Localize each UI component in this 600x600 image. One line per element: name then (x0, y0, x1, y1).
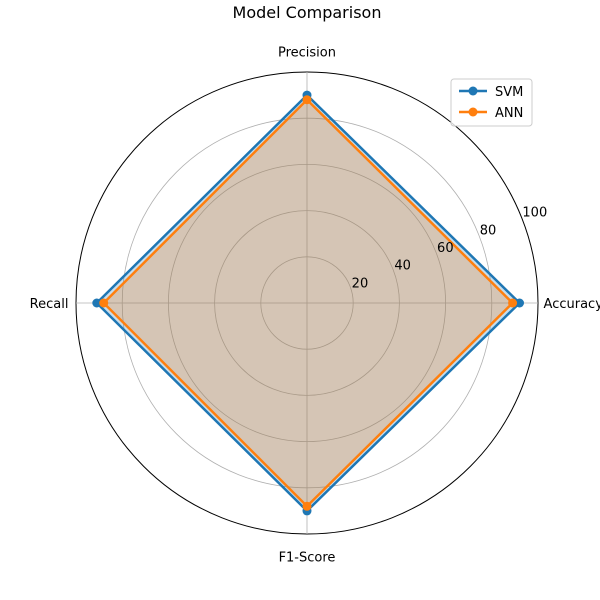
legend-marker-svm (468, 86, 478, 96)
tick-label-20: 20 (352, 276, 369, 291)
axis-label-accuracy: Accuracy (544, 297, 600, 312)
point-ann-f1-score (302, 501, 312, 511)
series-layer (92, 90, 525, 516)
tick-label-100: 100 (522, 206, 547, 221)
axis-label-precision: Precision (278, 45, 336, 60)
legend: SVM ANN (450, 78, 533, 127)
chart-title: Model Comparison (233, 3, 382, 22)
point-ann-recall (99, 298, 109, 308)
radial-tick-labels: 20 40 60 80 100 (352, 206, 548, 292)
tick-label-60: 60 (437, 241, 454, 256)
axis-labels: Accuracy Precision Recall F1-Score (30, 45, 600, 565)
legend-marker-ann (468, 107, 478, 117)
point-ann-precision (302, 95, 312, 105)
axis-label-f1-score: F1-Score (279, 551, 336, 566)
legend-label-svm: SVM (495, 85, 523, 100)
tick-label-80: 80 (480, 223, 497, 238)
radar-grid (75, 71, 539, 535)
point-svm-recall (92, 298, 102, 308)
series-fill-ann (103, 99, 513, 507)
point-svm-accuracy (515, 298, 525, 308)
axis-label-recall: Recall (30, 297, 69, 312)
tick-label-40: 40 (394, 259, 411, 274)
point-ann-accuracy (508, 298, 518, 308)
legend-label-ann: ANN (495, 106, 523, 121)
